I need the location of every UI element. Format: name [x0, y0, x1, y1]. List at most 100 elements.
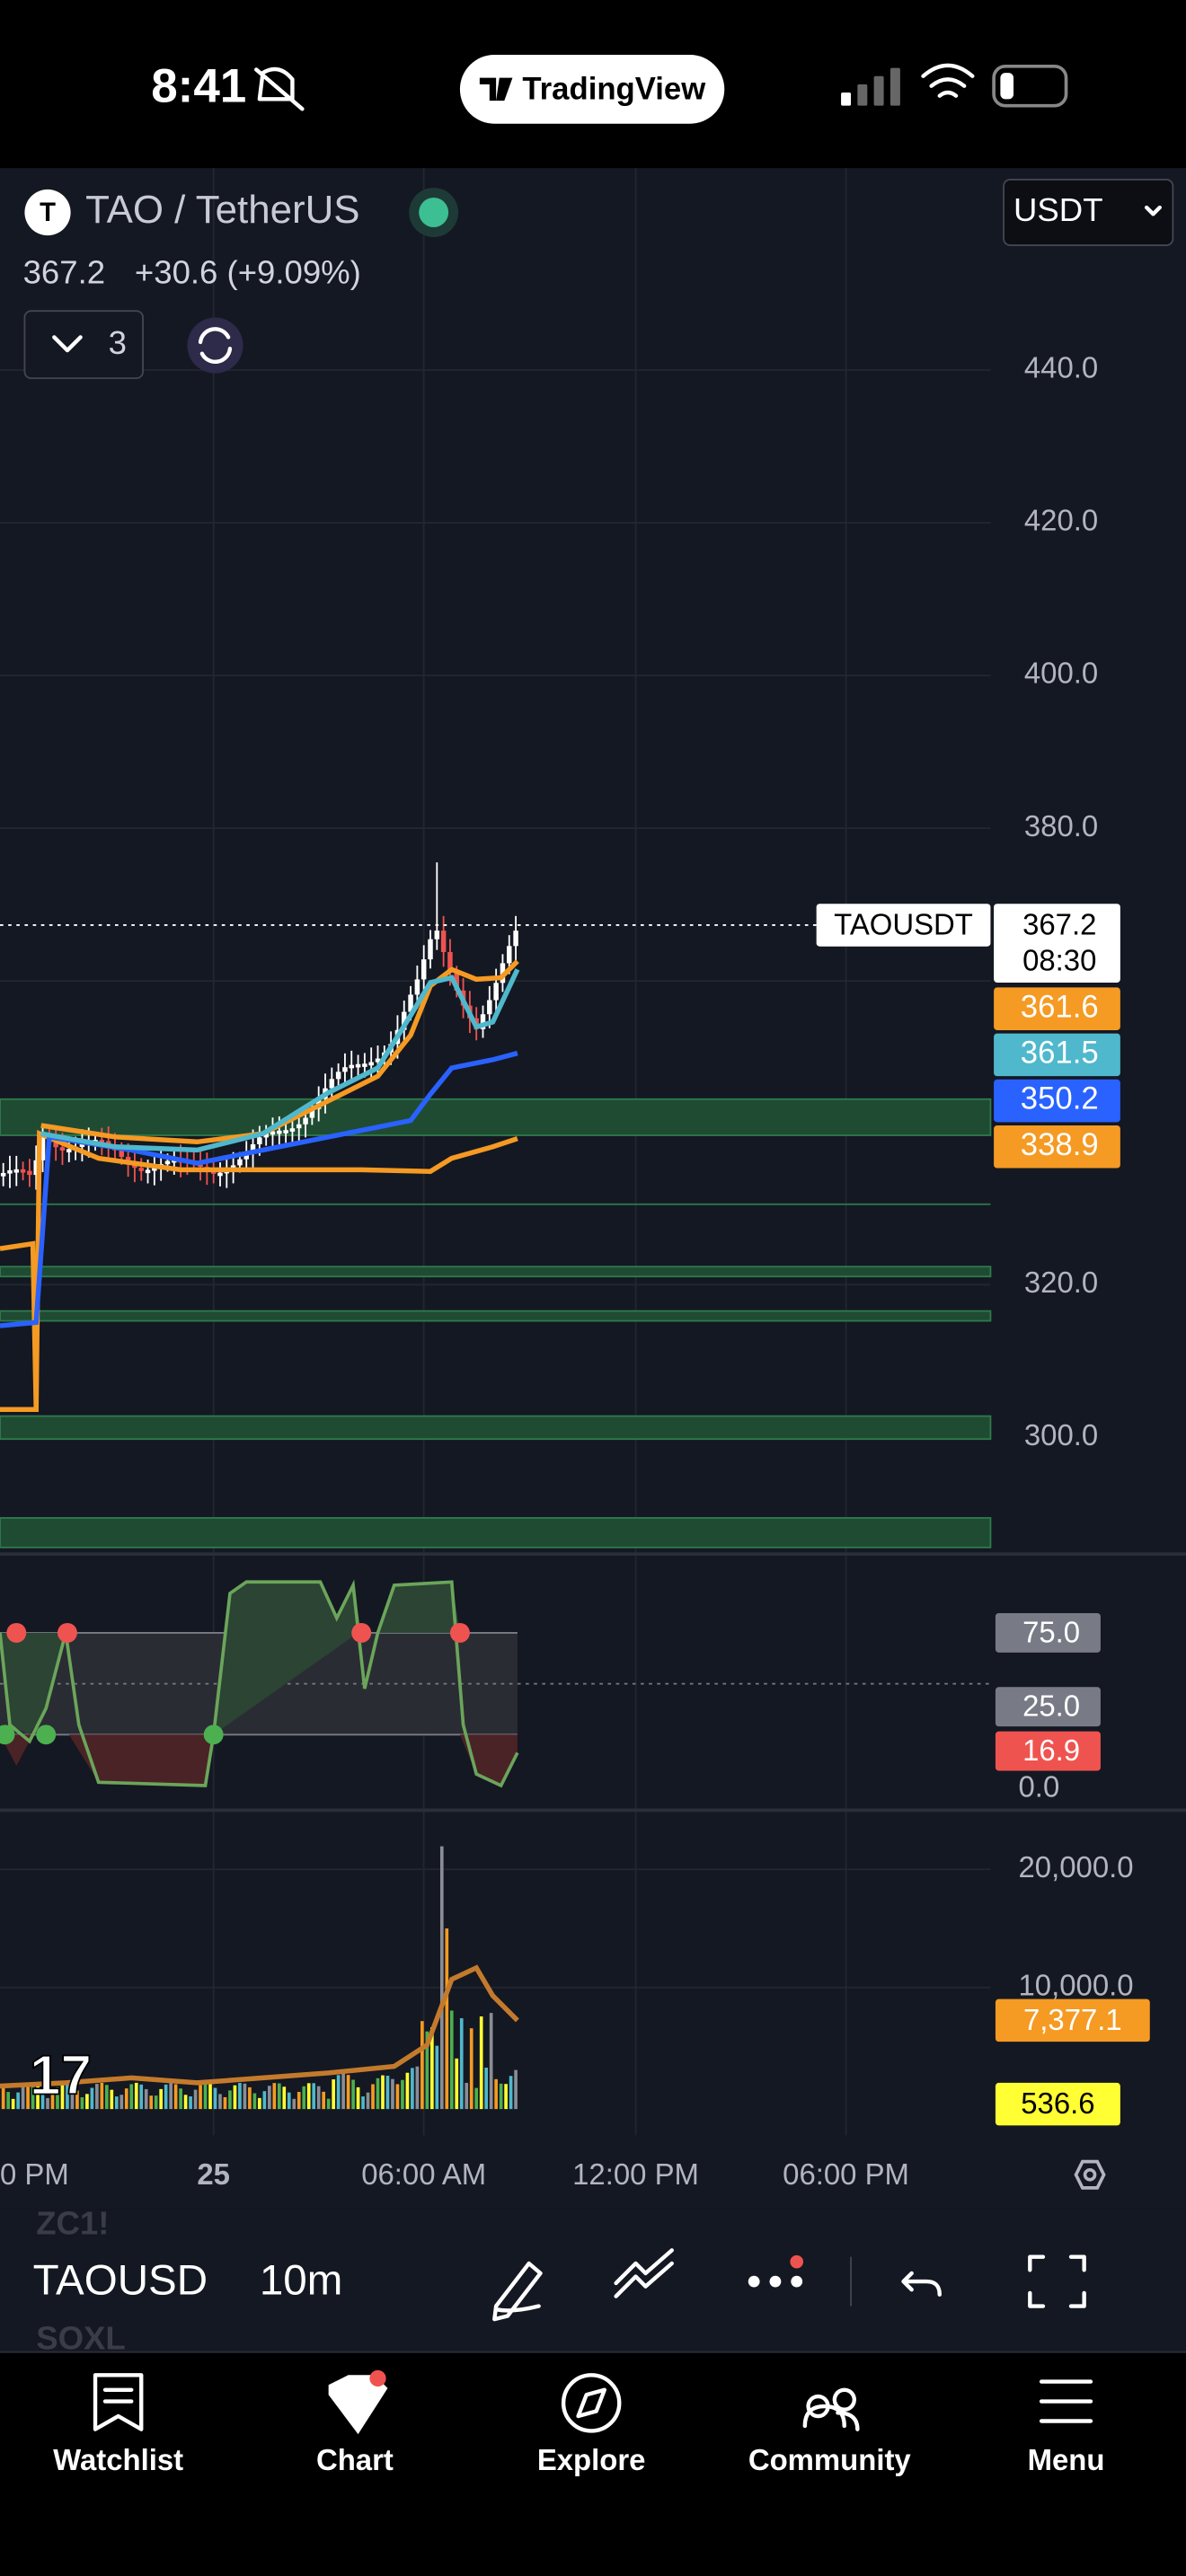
volume-bar: [489, 2013, 493, 2110]
volume-bar: [183, 2095, 188, 2110]
volume-bar: [381, 2075, 385, 2110]
volume-bar: [46, 2097, 49, 2110]
volume-bar: [124, 2088, 128, 2110]
ma-orange-slow: [0, 1130, 518, 1413]
volume-bar: [272, 2083, 277, 2110]
osc-tag: [995, 1687, 1101, 1727]
time-tick: 12:00 PM: [572, 2157, 699, 2191]
volume-bar: [469, 2028, 474, 2110]
candle-body: [335, 1072, 341, 1080]
volume-bar: [445, 1928, 449, 2110]
volume-bar: [90, 2087, 94, 2110]
undo-button[interactable]: [901, 2271, 942, 2297]
candle-body: [289, 1128, 296, 1132]
indicator-tag-text: 350.2: [1021, 1082, 1099, 1116]
indicator-tag: [994, 987, 1120, 1030]
symbol-name[interactable]: TAO / TetherUS: [85, 188, 360, 232]
fullscreen-button[interactable]: [1028, 2254, 1086, 2308]
draw-button[interactable]: [492, 2261, 543, 2322]
candle-body: [270, 1131, 276, 1135]
watermark-logo: 17: [30, 2045, 92, 2107]
candle-body: [277, 1130, 282, 1134]
refresh-button[interactable]: [187, 317, 243, 374]
symbol-tag-text: TAOUSDT: [834, 907, 973, 940]
volume-bar: [302, 2086, 306, 2110]
volume-bar: [356, 2086, 360, 2110]
more-button[interactable]: [748, 2275, 803, 2288]
osc-tick: 25.0: [1022, 1689, 1080, 1723]
volume-bar: [36, 2086, 40, 2110]
volume-bar: [31, 2083, 35, 2110]
volume-bar: [66, 2083, 69, 2110]
volume-bar: [144, 2088, 148, 2110]
candle-body: [99, 1140, 105, 1143]
ma-orange-fast: [40, 959, 519, 1145]
volume-bar: [258, 2097, 261, 2110]
volume-bar: [203, 2082, 208, 2110]
market-status: [419, 198, 449, 227]
settings-dot: [1083, 2167, 1097, 2182]
volume-bar: [336, 2075, 341, 2110]
candle-body: [513, 931, 518, 947]
candle-body: [342, 1067, 348, 1072]
candle-body: [119, 1150, 125, 1158]
candle-body: [375, 1058, 381, 1063]
settings-button[interactable]: [1074, 2159, 1106, 2190]
volume-bar: [465, 2082, 469, 2110]
volume-bar: [248, 2086, 252, 2110]
volume-bar: [509, 2076, 513, 2110]
volume-bar: [169, 2082, 173, 2110]
volume-bar: [332, 2079, 335, 2110]
indicators-toggle[interactable]: [23, 310, 144, 380]
volume-bar: [139, 2084, 144, 2110]
osc-signals: [0, 1622, 470, 1745]
currency-select[interactable]: [1003, 179, 1174, 246]
candle-body: [303, 1117, 308, 1125]
candle-body: [7, 1169, 13, 1174]
volume-bar: [361, 2096, 365, 2110]
menu-icon: [1039, 2379, 1093, 2423]
volume-bar: [405, 2072, 410, 2110]
indicators-button[interactable]: [614, 2248, 674, 2298]
chart-icon: [328, 2375, 388, 2435]
volume-bar: [346, 2075, 350, 2110]
signal-icon: [841, 67, 900, 106]
tab-label[interactable]: Watchlist: [53, 2443, 183, 2476]
candle-body: [454, 972, 459, 991]
volume-bar: [80, 2097, 84, 2110]
tab-label[interactable]: Chart: [316, 2443, 394, 2476]
candle-body: [263, 1133, 269, 1138]
watchlist-icon: [93, 2373, 144, 2431]
volume-bar: [134, 2082, 138, 2110]
support-zones: [0, 1098, 992, 1548]
tab-label[interactable]: Menu: [1028, 2443, 1105, 2476]
volume-bar: [326, 2098, 331, 2110]
volume-bar: [105, 2085, 109, 2110]
toolbar-symbol[interactable]: TAOUSD: [33, 2256, 208, 2304]
indicator-tag: [994, 1079, 1120, 1123]
volume-bar: [50, 2093, 55, 2110]
candle-body: [237, 1159, 243, 1166]
interval[interactable]: 10m: [260, 2256, 342, 2304]
volume-bar: [268, 2086, 271, 2110]
tab-label[interactable]: Community: [748, 2443, 912, 2476]
candle-body: [362, 1063, 367, 1067]
candle-body: [309, 1108, 315, 1118]
volume-bar: [439, 1846, 444, 2110]
volume-bar: [455, 2058, 459, 2110]
badge: [790, 2254, 804, 2269]
community-icon: [802, 2387, 860, 2431]
app-pill[interactable]: [459, 54, 725, 124]
candle-body: [138, 1168, 144, 1171]
volume-ma-value: 7,377.1: [1023, 2003, 1122, 2036]
tab-bar: [0, 2351, 1186, 2576]
grid: [0, 168, 991, 2136]
candle-body: [33, 1160, 39, 1176]
volume-bar: [228, 2090, 232, 2110]
volume-bar: [282, 2086, 287, 2110]
volume-bar: [371, 2084, 375, 2110]
tab-label[interactable]: Explore: [537, 2443, 646, 2476]
chart-area: [0, 168, 1186, 2210]
price-tag-value: 367.2: [1022, 907, 1096, 940]
